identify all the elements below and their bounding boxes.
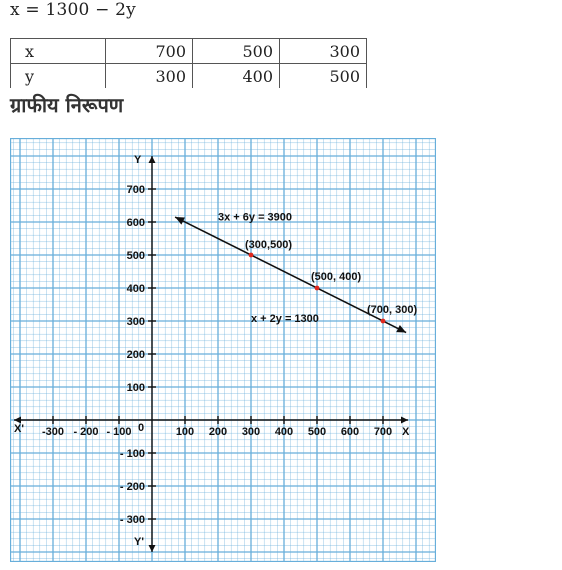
table-cell: 500	[279, 63, 367, 88]
y-tick-label: 500	[127, 250, 145, 262]
data-point	[314, 285, 320, 291]
section-title: ग्राफीय निरूपण	[10, 93, 124, 117]
table-cell: 500	[192, 38, 280, 64]
x-tick-label: 200	[209, 426, 227, 438]
line-arrow-start	[175, 217, 185, 225]
y-axis-label: Y	[134, 154, 142, 166]
axis-ticks: -300 - 200 - 100 100 200 300 400 500 600 700 700 60…	[42, 184, 392, 526]
x-tick-label: 400	[275, 426, 293, 438]
equation: x = 1300 − 2y	[10, 0, 136, 20]
graph-paper: X X' Y Y' 0 -300 - 200 - 100 100 200 300 400 500 600…	[9, 137, 437, 563]
data-point	[248, 252, 254, 258]
row-label-y: y	[10, 63, 106, 88]
x-axis-label: X	[402, 426, 410, 438]
y-tick-label: 100	[127, 382, 145, 394]
graph-svg: X X' Y Y' 0 -300 - 200 - 100 100 200 300 400 500 600…	[9, 137, 437, 563]
y-tick-label: 600	[127, 217, 145, 229]
row-label-x: x	[10, 38, 106, 64]
grid-major	[9, 137, 437, 563]
data-point	[380, 318, 386, 324]
grid-minor	[10, 138, 437, 562]
x-axis-arrow-right	[401, 416, 408, 424]
line-label-top: 3x + 6y = 3900	[218, 211, 292, 223]
y-tick-label: 700	[127, 184, 145, 196]
y-tick-label: 300	[127, 316, 145, 328]
point-label: (700, 300)	[367, 304, 417, 316]
y-tick-label: - 200	[120, 481, 145, 493]
y-tick-label: - 300	[120, 514, 145, 526]
table-row: x 700 500 300	[10, 38, 367, 64]
table-cell: 700	[105, 38, 193, 64]
plotted-line	[174, 216, 407, 334]
line-label-bottom: x + 2y = 1300	[251, 313, 319, 325]
x-axis-arrow-left	[14, 416, 21, 424]
plot-layer: (300,500) (500, 400) (700, 300) 3x + 6y = 3…	[174, 211, 417, 334]
x-tick-label: 100	[176, 426, 194, 438]
x-tick-label: -300	[42, 426, 64, 438]
y-tick-label: - 100	[120, 448, 145, 460]
origin-label: 0	[138, 422, 144, 434]
point-label: (300,500)	[245, 239, 292, 251]
y-tick-label: 200	[127, 349, 145, 361]
x-tick-label: 600	[341, 426, 359, 438]
y-tick-label: 400	[127, 283, 145, 295]
x-tick-label: 300	[242, 426, 260, 438]
table-cell: 400	[192, 63, 280, 88]
y-neg-axis-label: Y'	[134, 536, 144, 548]
table-cell: 300	[279, 38, 367, 64]
table-cell: 300	[105, 63, 193, 88]
line-arrow-end	[396, 324, 407, 333]
x-tick-label: - 200	[73, 426, 98, 438]
x-tick-label: - 100	[106, 426, 131, 438]
x-tick-label: 700	[374, 426, 392, 438]
point-label: (500, 400)	[311, 271, 361, 283]
values-table: x 700 500 300 y 300 400 500	[10, 38, 367, 88]
x-neg-axis-label: X'	[14, 423, 24, 435]
x-tick-label: 500	[308, 426, 326, 438]
y-axis-arrow-up	[148, 156, 156, 163]
table-row: y 300 400 500	[10, 63, 367, 88]
y-axis-arrow-down	[148, 545, 156, 552]
